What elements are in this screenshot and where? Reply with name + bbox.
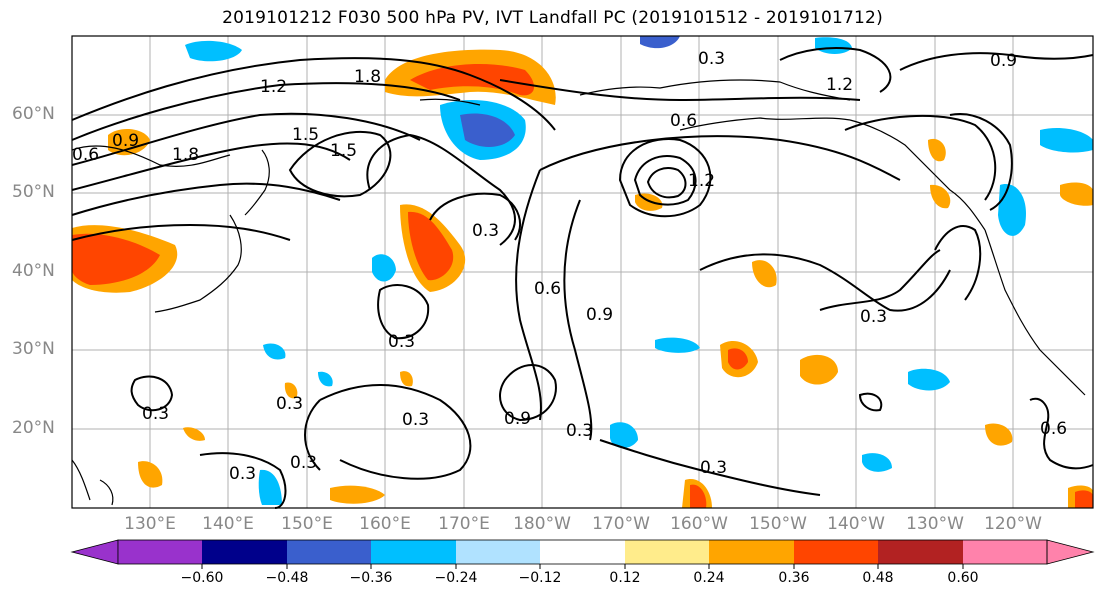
lon-label: 130°W [906, 514, 964, 534]
contour-label: 1.2 [826, 75, 853, 95]
colorbar-segment [794, 540, 878, 564]
contour-label: 0.3 [566, 421, 593, 441]
colorbar-segment [118, 540, 202, 564]
colorbar-segment [709, 540, 794, 564]
colorbar-segment [963, 540, 1047, 564]
contour-label: 0.3 [142, 404, 169, 424]
colorbar-segment [625, 540, 709, 564]
colorbar-tick-label: 0.48 [862, 570, 894, 586]
lon-label: 140°W [827, 514, 885, 534]
contour-label: 0.3 [860, 307, 887, 327]
contour-labels: 0.3 0.3 0.3 0.3 0.3 0.3 0.3 0.3 0.6 0.6 … [72, 49, 1067, 484]
lon-label: 150°E [281, 514, 333, 534]
contour-label: 1.8 [354, 67, 381, 87]
colorbar-tick-label: 0.12 [609, 570, 641, 586]
colorbar-segment [287, 540, 371, 564]
lat-label: 20°N [12, 418, 55, 438]
contour-label: 1.2 [688, 171, 715, 191]
contour-label: 0.3 [472, 221, 499, 241]
contour-label: 0.3 [229, 464, 256, 484]
plot-frame [71, 35, 1094, 509]
contour-label: 0.3 [698, 49, 725, 69]
lon-label: 160°E [359, 514, 411, 534]
contour-label: 0.3 [276, 394, 303, 414]
colorbar-tick-label: −0.24 [434, 570, 478, 586]
lon-label: 150°W [749, 514, 807, 534]
colorbar-tick-label: −0.36 [349, 570, 393, 586]
colorbar-tick-label: −0.60 [180, 570, 224, 586]
colorbar-tick-label: −0.48 [265, 570, 309, 586]
colorbar-segment [878, 540, 963, 564]
contour-label: 0.6 [1040, 419, 1067, 439]
lon-label: 130°E [124, 514, 176, 534]
contour-label: 0.6 [670, 111, 697, 131]
lat-label: 50°N [12, 182, 55, 202]
contour-label: 0.9 [112, 131, 139, 151]
lat-label: 40°N [12, 261, 55, 281]
map-title: 2019101212 F030 500 hPa PV, IVT Landfall… [222, 8, 883, 28]
contour-label: 0.9 [990, 51, 1017, 71]
colorbar-segment [456, 540, 540, 564]
colorbar-tick-label: 0.60 [947, 570, 979, 586]
contour-label: 1.2 [260, 77, 287, 97]
colorbar-segment [371, 540, 456, 564]
contour-label: 1.8 [172, 145, 199, 165]
contour-label: 1.5 [330, 141, 357, 161]
contour-label: 0.3 [388, 332, 415, 352]
lon-label: 170°W [592, 514, 650, 534]
lat-label: 30°N [12, 339, 55, 359]
colorbar-extend-min [70, 539, 119, 565]
contour-label: 0.3 [402, 410, 429, 430]
lon-label: 140°E [202, 514, 254, 534]
contour-label: 0.9 [504, 409, 531, 429]
lon-label: 160°W [670, 514, 728, 534]
colorbar-tick-label: −0.12 [518, 570, 562, 586]
coastlines [71, 79, 1086, 506]
colorbar-segment [540, 540, 625, 564]
colorbar-segment [202, 540, 287, 564]
colorbar-tick-label: 0.24 [693, 570, 725, 586]
lon-label: 180°W [513, 514, 571, 534]
lon-label: 120°W [984, 514, 1042, 534]
colorbar-tick-label: 0.36 [778, 570, 810, 586]
lat-label: 60°N [12, 104, 55, 124]
contour-label: 0.6 [534, 279, 561, 299]
contour-label: 0.6 [72, 145, 99, 165]
contour-label: 1.5 [292, 125, 319, 145]
contour-label: 0.3 [290, 453, 317, 473]
contour-label: 0.3 [700, 458, 727, 478]
contour-label: 0.9 [586, 305, 613, 325]
colorbar-extend-max [1046, 539, 1095, 565]
pv-contours [71, 47, 1094, 509]
colorbar [70, 539, 1095, 569]
lon-label: 170°E [438, 514, 490, 534]
